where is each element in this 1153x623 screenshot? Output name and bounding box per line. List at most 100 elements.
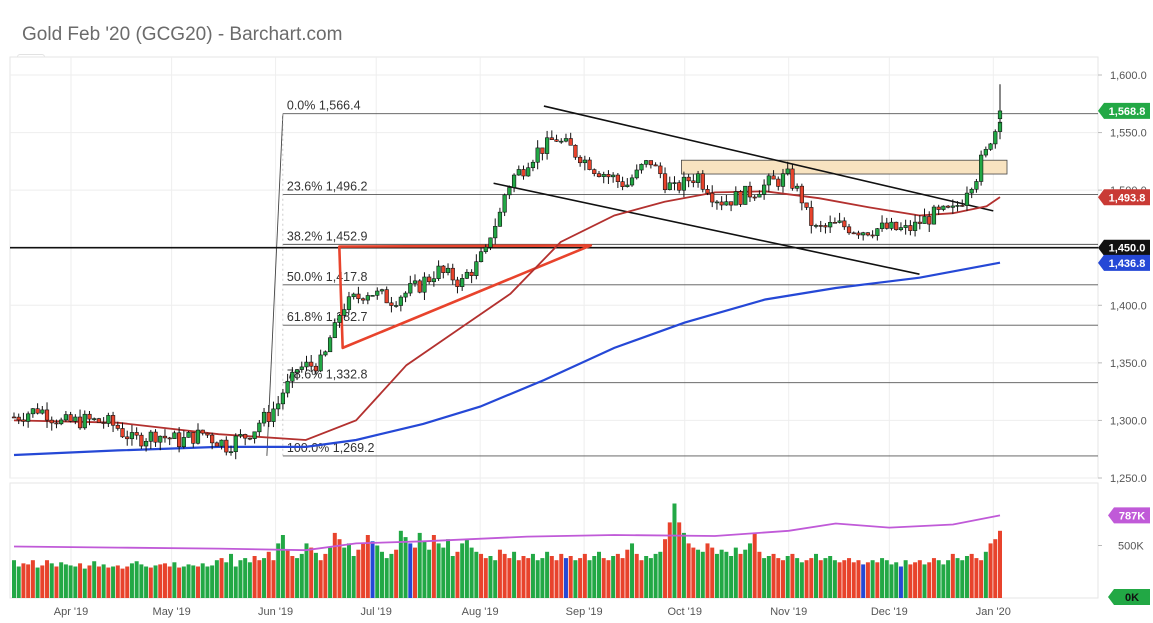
candle-down bbox=[125, 436, 130, 440]
candle-down bbox=[162, 435, 168, 439]
volume-bar bbox=[422, 541, 427, 598]
volume-bar bbox=[247, 562, 252, 598]
candle-down bbox=[865, 232, 871, 236]
volume-bar bbox=[26, 564, 31, 598]
volume-bar bbox=[757, 551, 762, 598]
candle-down bbox=[832, 221, 837, 224]
volume-bar bbox=[394, 549, 399, 598]
candle-up bbox=[493, 226, 498, 239]
volume-bar bbox=[696, 549, 701, 598]
volume-bar bbox=[129, 563, 134, 598]
candle-up bbox=[526, 167, 531, 177]
volume-bar bbox=[719, 549, 724, 598]
candle-up bbox=[158, 435, 163, 443]
volume-bar bbox=[714, 553, 719, 598]
volume-bar bbox=[889, 564, 894, 598]
candle-down bbox=[790, 168, 795, 189]
candle-down bbox=[247, 437, 252, 440]
volume-bar bbox=[365, 535, 370, 598]
moving-average-blue-line bbox=[13, 261, 1001, 457]
volume-badge bbox=[1108, 589, 1150, 605]
volume-bar bbox=[162, 563, 167, 598]
x-tick-label: Jul '19 bbox=[360, 606, 391, 618]
volume-bar bbox=[177, 567, 182, 598]
volume-bar bbox=[913, 562, 918, 598]
fib-level-label: 50.0% 1,417.8 bbox=[287, 270, 368, 284]
candle-up bbox=[304, 361, 309, 368]
fib-level-label: 78.6% 1,332.8 bbox=[287, 368, 368, 382]
candle-down bbox=[44, 409, 50, 421]
candle-down bbox=[455, 279, 460, 287]
volume-bar bbox=[526, 558, 531, 598]
volume-bar bbox=[738, 553, 743, 598]
volume-bar bbox=[705, 543, 710, 598]
volume-bar bbox=[917, 560, 922, 598]
volume-bar bbox=[993, 539, 998, 598]
candle-down bbox=[870, 234, 875, 237]
volume-bar bbox=[686, 543, 691, 598]
candle-down bbox=[894, 221, 899, 231]
volume-bar bbox=[384, 558, 389, 598]
volume-bar bbox=[502, 553, 507, 598]
y-tick-label: 1,550.0 bbox=[1110, 128, 1147, 140]
candle-up bbox=[327, 337, 333, 353]
candle-down bbox=[167, 437, 172, 440]
candle-up bbox=[974, 181, 979, 190]
volume-bar bbox=[545, 551, 550, 598]
volume-tick-label: 500K bbox=[1118, 541, 1144, 553]
volume-bar bbox=[790, 553, 795, 598]
candle-up bbox=[82, 413, 87, 429]
volume-bar bbox=[837, 562, 842, 598]
candle-down bbox=[677, 182, 682, 191]
volume-bar bbox=[832, 560, 837, 598]
x-tick-label: Apr '19 bbox=[54, 606, 89, 618]
candle-up bbox=[535, 147, 540, 163]
volume-bar bbox=[318, 560, 323, 598]
price-badge-label: 1,436.8 bbox=[1109, 258, 1146, 270]
volume-bar bbox=[280, 535, 285, 598]
candle-down bbox=[389, 302, 394, 306]
volume-bar bbox=[49, 563, 54, 598]
candle-up bbox=[318, 354, 323, 372]
candle-up bbox=[530, 161, 536, 169]
volume-bar bbox=[413, 547, 418, 598]
volume-bar bbox=[658, 551, 663, 598]
volume-bar bbox=[639, 560, 644, 598]
candle-up bbox=[370, 295, 375, 297]
volume-bar bbox=[955, 558, 960, 598]
candle-up bbox=[559, 140, 564, 143]
candle-up bbox=[143, 441, 149, 447]
candle-down bbox=[648, 160, 653, 166]
candle-up bbox=[219, 439, 224, 447]
candle-up bbox=[611, 174, 616, 178]
volume-bar bbox=[771, 553, 776, 598]
volume-bar bbox=[172, 562, 177, 598]
volume-bar bbox=[549, 556, 554, 598]
volume-bar bbox=[243, 558, 248, 598]
candle-up bbox=[828, 221, 833, 228]
candle-down bbox=[139, 434, 144, 447]
volume-bar bbox=[337, 539, 342, 598]
candle-up bbox=[780, 173, 786, 187]
volume-bar bbox=[568, 556, 573, 598]
candle-up bbox=[257, 422, 262, 433]
volume-bar bbox=[450, 556, 455, 598]
candle-up bbox=[431, 278, 436, 283]
x-tick-label: Sep '19 bbox=[566, 606, 603, 618]
y-tick-label: 1,300.0 bbox=[1110, 415, 1147, 427]
candle-down bbox=[620, 181, 625, 187]
x-tick-label: Jun '19 bbox=[258, 606, 293, 618]
candle-up bbox=[332, 322, 337, 339]
volume-bar bbox=[285, 549, 290, 598]
volume-bar bbox=[356, 549, 361, 598]
candle-down bbox=[799, 185, 804, 204]
x-tick-label: Jan '20 bbox=[976, 606, 1011, 618]
candle-down bbox=[224, 439, 229, 453]
volume-bar bbox=[479, 553, 484, 598]
candle-up bbox=[394, 305, 399, 307]
candle-up bbox=[63, 414, 68, 421]
volume-bar bbox=[153, 565, 158, 598]
volume-bar bbox=[936, 560, 941, 598]
candle-up bbox=[412, 280, 418, 284]
